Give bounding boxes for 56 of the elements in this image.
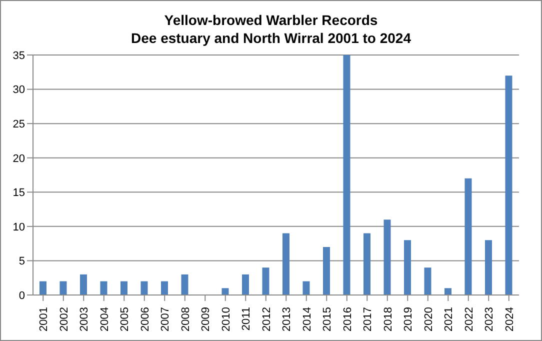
- bar: [39, 281, 46, 295]
- x-tick-label: 2024: [504, 307, 516, 332]
- x-tick-label: 2017: [362, 307, 374, 332]
- x-tick-label: 2013: [281, 307, 294, 332]
- x-tick-label: 2014: [301, 307, 314, 332]
- bar: [444, 288, 452, 295]
- bar: [222, 288, 229, 295]
- bar: [384, 220, 391, 295]
- x-tick-label: 2018: [382, 307, 394, 332]
- x-tick-label: 2003: [78, 307, 91, 332]
- bar: [464, 178, 472, 295]
- bar: [100, 281, 108, 295]
- bar: [322, 247, 330, 295]
- x-tick-label: 2022: [463, 307, 476, 332]
- bar: [140, 281, 148, 295]
- chart-title: Yellow-browed Warbler Records Dee estuary and North Wirral 2001 to 2024: [130, 11, 412, 47]
- x-tick-label: 2007: [160, 307, 172, 332]
- x-tick-label: 2023: [484, 307, 496, 332]
- bar: [242, 274, 249, 295]
- x-tick-label: 2004: [98, 307, 111, 332]
- bar: [60, 281, 67, 295]
- y-tick-label: 0: [18, 290, 25, 302]
- x-tick-label: 2021: [443, 307, 456, 332]
- x-tick-label: 2006: [139, 307, 152, 332]
- x-tick-label: 2005: [119, 307, 132, 332]
- bar: [484, 240, 492, 295]
- bar: [181, 274, 188, 295]
- x-tick-label: 2015: [322, 307, 334, 332]
- x-tick-label: 2010: [220, 307, 232, 332]
- y-tick-label: 5: [18, 256, 25, 268]
- y-tick-label: 25: [12, 118, 25, 130]
- bar: [363, 233, 370, 295]
- bar: [424, 268, 432, 295]
- x-tick-label: 2002: [58, 307, 70, 332]
- bar: [302, 281, 310, 295]
- x-tick-label: 2001: [38, 307, 50, 332]
- bar: [120, 281, 128, 295]
- bar: [80, 274, 87, 295]
- x-tick-label: 2011: [240, 307, 253, 331]
- bar: [262, 268, 270, 295]
- bar: [160, 281, 168, 295]
- x-tick-label: 2016: [342, 307, 354, 332]
- y-tick-label: 35: [12, 50, 25, 62]
- y-tick-label: 30: [12, 84, 25, 96]
- x-tick-label: 2009: [200, 307, 212, 332]
- x-tick-label: 2012: [260, 307, 273, 332]
- bar: [505, 76, 512, 295]
- bar: [282, 233, 290, 295]
- x-tick-label: 2008: [180, 307, 192, 332]
- y-tick-label: 20: [12, 152, 25, 165]
- bar: [404, 240, 411, 295]
- x-tick-label: 2020: [422, 307, 435, 332]
- bar: [343, 55, 350, 295]
- x-tick-label: 2019: [402, 307, 415, 332]
- y-tick-label: 10: [12, 221, 25, 234]
- y-tick-label: 15: [12, 187, 25, 200]
